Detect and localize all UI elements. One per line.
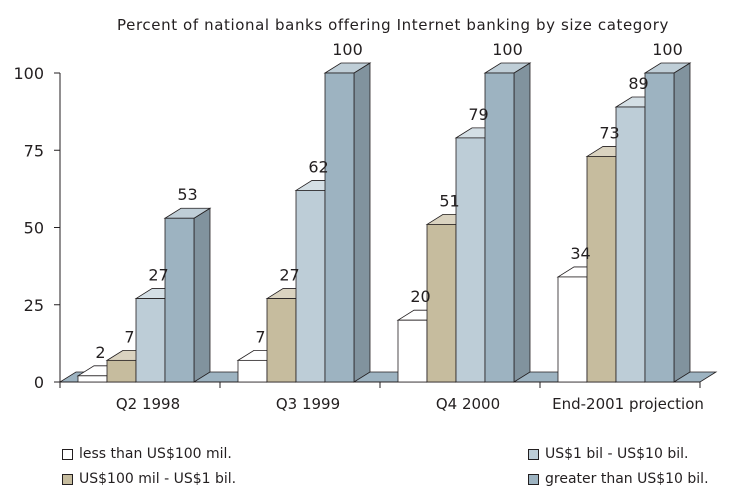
legend-swatch-series-0 <box>62 448 73 460</box>
legend-label-series-0: less than US$100 mil. <box>79 446 232 462</box>
x-tick-label: Q4 2000 <box>436 395 500 413</box>
bar-front <box>135 298 166 383</box>
bar-front <box>557 276 588 383</box>
chart-axes: 0 25 50 75 100 Q2 1998 Q3 1999 Q4 2000 End-2001 … <box>13 64 703 413</box>
data-label: 7 <box>255 327 265 346</box>
bar-side <box>513 62 531 383</box>
bar-front <box>164 217 195 383</box>
data-label: 89 <box>628 74 648 93</box>
data-label: 20 <box>410 287 430 306</box>
data-label: 2 <box>95 343 105 362</box>
y-tick-label: 100 <box>13 64 44 83</box>
legend-label-series-1: US$100 mil - US$1 bil. <box>79 471 237 487</box>
data-label: 100 <box>492 40 523 59</box>
bar-side <box>193 207 211 383</box>
legend-item-series-0: less than US$100 mil. <box>62 446 232 462</box>
data-label: 51 <box>439 191 459 210</box>
bar-front <box>484 72 515 383</box>
bar-side <box>673 62 691 383</box>
legend-label-series-3: greater than US$10 bil. <box>545 471 709 487</box>
chart-title: Percent of national banks offering Inter… <box>117 16 669 34</box>
bar-0-3 <box>163 207 212 383</box>
bar-front <box>426 224 457 383</box>
y-tick-label: 0 <box>34 373 44 392</box>
data-label: 27 <box>279 266 299 285</box>
bar-front <box>397 319 428 383</box>
legend-swatch-series-1 <box>62 473 73 485</box>
bar-front <box>615 106 646 383</box>
bar-2-3 <box>483 62 532 383</box>
bar-front <box>295 190 326 383</box>
bar-front <box>455 137 486 383</box>
data-label: 7 <box>124 327 134 346</box>
bar-front <box>644 72 675 383</box>
x-tick-label: Q2 1998 <box>116 395 180 413</box>
legend-item-series-1: US$100 mil - US$1 bil. <box>62 471 236 487</box>
y-tick-label: 50 <box>24 219 44 238</box>
data-label: 27 <box>148 266 168 285</box>
bar-side <box>353 62 371 383</box>
chart-bars <box>76 62 692 383</box>
bar-front <box>77 375 108 383</box>
data-label: 34 <box>570 244 590 263</box>
y-tick-label: 25 <box>24 296 44 315</box>
legend-swatch-series-3 <box>528 473 539 485</box>
bar-1-3 <box>323 62 372 383</box>
bar-front <box>324 72 355 383</box>
legend-item-series-2: US$1 bil - US$10 bil. <box>528 446 688 462</box>
bar-front <box>106 359 137 383</box>
legend-item-series-3: greater than US$10 bil. <box>528 471 709 487</box>
data-label: 100 <box>332 40 363 59</box>
bar-3-3 <box>643 62 692 383</box>
bar-front <box>586 156 617 383</box>
x-tick-label: Q3 1999 <box>276 395 340 413</box>
data-label: 100 <box>652 40 683 59</box>
y-tick-label: 75 <box>24 141 44 160</box>
data-label: 62 <box>308 157 328 176</box>
data-label: 53 <box>177 185 197 204</box>
legend-swatch-series-2 <box>528 448 539 460</box>
data-label: 73 <box>599 123 619 142</box>
bar-front <box>237 359 268 383</box>
data-label: 79 <box>468 105 488 124</box>
x-tick-label: End-2001 projection <box>552 395 704 413</box>
legend-label-series-2: US$1 bil - US$10 bil. <box>545 446 689 462</box>
bar-front <box>266 298 297 383</box>
